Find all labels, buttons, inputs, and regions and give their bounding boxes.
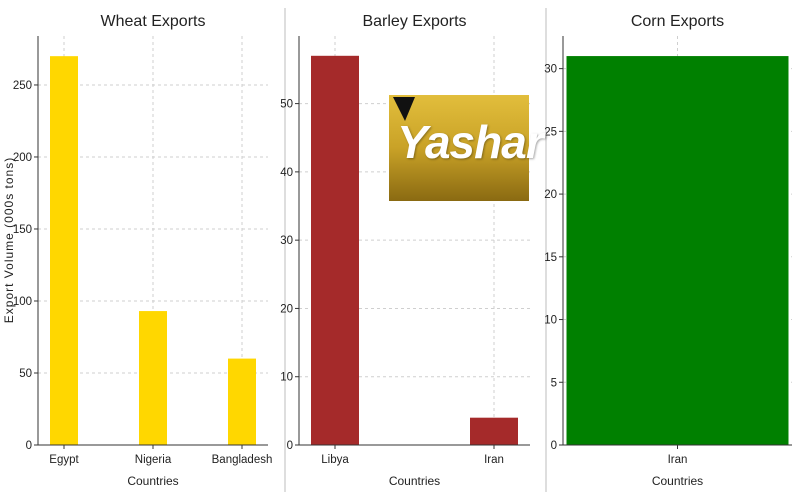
wheat-ytick-label: 200 (13, 152, 32, 164)
barley-ytick-label: 30 (280, 235, 293, 247)
barley-xtick-label: Iran (484, 454, 504, 466)
wheat-ytick-label: 150 (13, 224, 32, 236)
corn-ytick-label: 5 (551, 377, 557, 389)
barley-ytick-label: 10 (280, 372, 293, 384)
barley-chart-title: Barley Exports (362, 13, 466, 30)
corn-chart-title: Corn Exports (631, 13, 724, 30)
wheat-chart-title: Wheat Exports (101, 13, 206, 30)
wheat-ytick-label: 0 (26, 440, 32, 452)
barley-x-axis-label: Countries (389, 474, 440, 488)
wheat-bar-bangladesh (228, 358, 256, 445)
corn-ytick-label: 15 (544, 252, 557, 264)
wheat-xtick-label: Nigeria (135, 454, 172, 466)
barley-bar-libya (311, 55, 359, 446)
wheat-xtick-label: Bangladesh (212, 454, 273, 466)
corn-ytick-label: 30 (544, 64, 557, 76)
barley-ytick-label: 20 (280, 303, 293, 315)
barley-xtick-label: Libya (321, 454, 349, 466)
corn-x-axis-label: Countries (652, 474, 703, 488)
yashar-logo: Yashar (389, 95, 544, 201)
barley-bar-iran (470, 417, 518, 445)
barley-ytick-label: 40 (280, 167, 293, 179)
logo-badge-icon (389, 95, 529, 201)
wheat-bar-nigeria (139, 311, 167, 445)
wheat-x-axis-label: Countries (127, 474, 178, 488)
y-axis-label: Export Volume (000s tons) (2, 157, 16, 323)
wheat-xtick-label: Egypt (49, 454, 79, 466)
barley-ytick-label: 50 (280, 99, 293, 111)
wheat-ytick-label: 50 (19, 368, 32, 380)
corn-ytick-label: 20 (544, 189, 557, 201)
corn-ytick-label: 10 (544, 315, 557, 327)
wheat-ytick-label: 100 (13, 296, 32, 308)
wheat-chart: 0 50 100 150 200 250 Egypt Nigeria Bangladesh Whe… (13, 13, 273, 488)
barley-ytick-label: 0 (287, 440, 293, 452)
barley-chart: 0 10 20 30 40 50 Libya Iran Barley Exports Countr… (280, 13, 530, 488)
corn-chart: 0 5 10 15 20 25 30 Iran Corn Exports Countries (544, 13, 792, 488)
wheat-bar-egypt (50, 56, 78, 445)
corn-bar-iran (566, 56, 789, 446)
wheat-ytick-label: 250 (13, 80, 32, 92)
corn-xtick-label: Iran (668, 454, 688, 466)
corn-ytick-label: 25 (544, 126, 557, 138)
logo-text: Yashar (397, 116, 544, 168)
corn-ytick-label: 0 (551, 440, 557, 452)
